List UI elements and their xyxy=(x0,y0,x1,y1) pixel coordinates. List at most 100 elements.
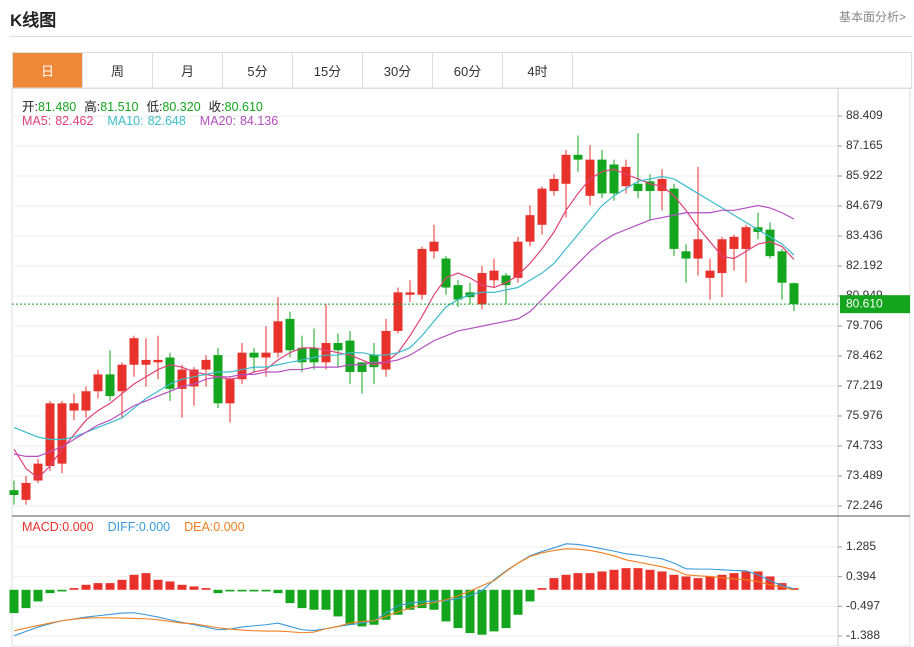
candle-body xyxy=(129,338,139,365)
candle-body xyxy=(585,159,595,196)
macd-line xyxy=(13,548,795,634)
macd-bar xyxy=(525,589,535,602)
candle-body xyxy=(153,359,163,363)
candle-body xyxy=(729,236,739,249)
candle-body xyxy=(633,183,643,192)
candle-body xyxy=(417,248,427,295)
tab[interactable]: 30分 xyxy=(363,53,433,88)
macd-bar xyxy=(573,573,583,590)
y-tick-label: 82.192 xyxy=(846,258,883,272)
candle-body xyxy=(369,355,379,368)
legend-value: 82.462 xyxy=(55,114,94,128)
page-title: K线图 xyxy=(10,11,57,30)
candle-body xyxy=(537,188,547,225)
candle-body xyxy=(477,273,487,305)
candle-body xyxy=(777,251,787,283)
ohlc-item: 低:80.320 xyxy=(146,96,200,115)
y-tick-label: -0.497 xyxy=(846,599,880,613)
macd-bar xyxy=(585,573,595,590)
macd-bar xyxy=(669,574,679,590)
macd-bar xyxy=(345,589,355,625)
ohlc-item: 开:81.480 xyxy=(22,96,76,115)
macd-bar xyxy=(429,589,439,610)
y-tick-label: 84.679 xyxy=(846,198,883,212)
candle-body xyxy=(681,251,691,259)
macd-bar xyxy=(249,589,259,592)
macd-bar xyxy=(117,579,127,590)
candle-body xyxy=(429,241,439,252)
legend-item: DEA:0.000 xyxy=(184,520,244,534)
candle-body xyxy=(405,292,415,295)
candle-body xyxy=(81,391,91,411)
y-tick-label: 88.409 xyxy=(846,108,883,122)
candle-body xyxy=(621,166,631,187)
legend-value: 84.136 xyxy=(239,114,279,128)
legend-item: MA10: 82.648 xyxy=(107,114,185,128)
candle-body xyxy=(213,355,223,404)
y-tick-label: 78.462 xyxy=(846,348,883,362)
candle-body xyxy=(669,188,679,249)
ohlc-value: 80.320 xyxy=(162,100,201,114)
legend-item: DIFF:0.000 xyxy=(108,520,171,534)
macd-bar xyxy=(765,576,775,590)
y-tick-label: 75.976 xyxy=(846,408,883,422)
macd-bar xyxy=(369,589,379,625)
macd-bar xyxy=(705,576,715,590)
legend-name: MA5: xyxy=(22,114,52,128)
y-tick-label: 87.165 xyxy=(846,138,883,152)
ohlc-item: 高:81.510 xyxy=(84,96,138,115)
candle-body xyxy=(609,164,619,194)
candle-body xyxy=(225,379,235,404)
y-tick-label: 74.733 xyxy=(846,438,883,452)
candle-body xyxy=(645,181,655,192)
ma-line xyxy=(13,204,795,458)
candle-body xyxy=(345,340,355,372)
macd-bar xyxy=(741,571,751,590)
macd-bar xyxy=(201,588,211,590)
macd-bar xyxy=(57,589,67,592)
legend-name: DIFF: xyxy=(107,520,139,534)
y-tick-label: 83.436 xyxy=(846,228,883,242)
y-tick-label: 77.219 xyxy=(846,378,883,392)
candle-body xyxy=(333,343,343,351)
candle-body xyxy=(741,227,751,249)
ohlc-label: 收: xyxy=(208,100,225,114)
fundamental-link[interactable]: 基本面分析> xyxy=(838,10,906,24)
candle-body xyxy=(765,229,775,257)
tab[interactable]: 月 xyxy=(153,53,223,88)
ma-line xyxy=(13,168,795,479)
macd-legend: MACD:0.000 DIFF:0.000 DEA:0.000 xyxy=(22,520,251,534)
y-tick-label: 79.706 xyxy=(846,318,883,332)
macd-bar xyxy=(477,589,487,635)
macd-bar xyxy=(189,586,199,590)
macd-bar xyxy=(501,589,511,629)
macd-bar xyxy=(549,578,559,590)
macd-bar xyxy=(717,574,727,590)
last-price-box xyxy=(840,295,910,314)
candle-body xyxy=(249,352,259,358)
tab[interactable]: 4时 xyxy=(503,53,573,88)
candle-body xyxy=(273,321,283,353)
tab[interactable]: 日 xyxy=(13,53,83,88)
candle-body xyxy=(201,359,211,370)
tab[interactable]: 60分 xyxy=(433,53,503,88)
macd-bar xyxy=(237,589,247,592)
candle-body xyxy=(573,154,583,160)
candle-body xyxy=(69,403,79,411)
candle-body xyxy=(657,178,667,192)
macd-bar xyxy=(729,573,739,590)
tab[interactable]: 15分 xyxy=(293,53,363,88)
tab[interactable]: 周 xyxy=(83,53,153,88)
macd-bar xyxy=(21,589,31,609)
legend-value: 0.000 xyxy=(138,520,171,534)
candle-body xyxy=(21,482,31,500)
macd-bar xyxy=(105,583,115,590)
y-tick-label: 72.246 xyxy=(846,498,883,512)
macd-bar xyxy=(261,589,271,592)
candle-body xyxy=(597,159,607,194)
macd-bar xyxy=(681,576,691,590)
macd-bar xyxy=(213,589,223,594)
macd-bar xyxy=(381,589,391,620)
tab[interactable]: 5分 xyxy=(223,53,293,88)
macd-bar xyxy=(537,588,547,590)
